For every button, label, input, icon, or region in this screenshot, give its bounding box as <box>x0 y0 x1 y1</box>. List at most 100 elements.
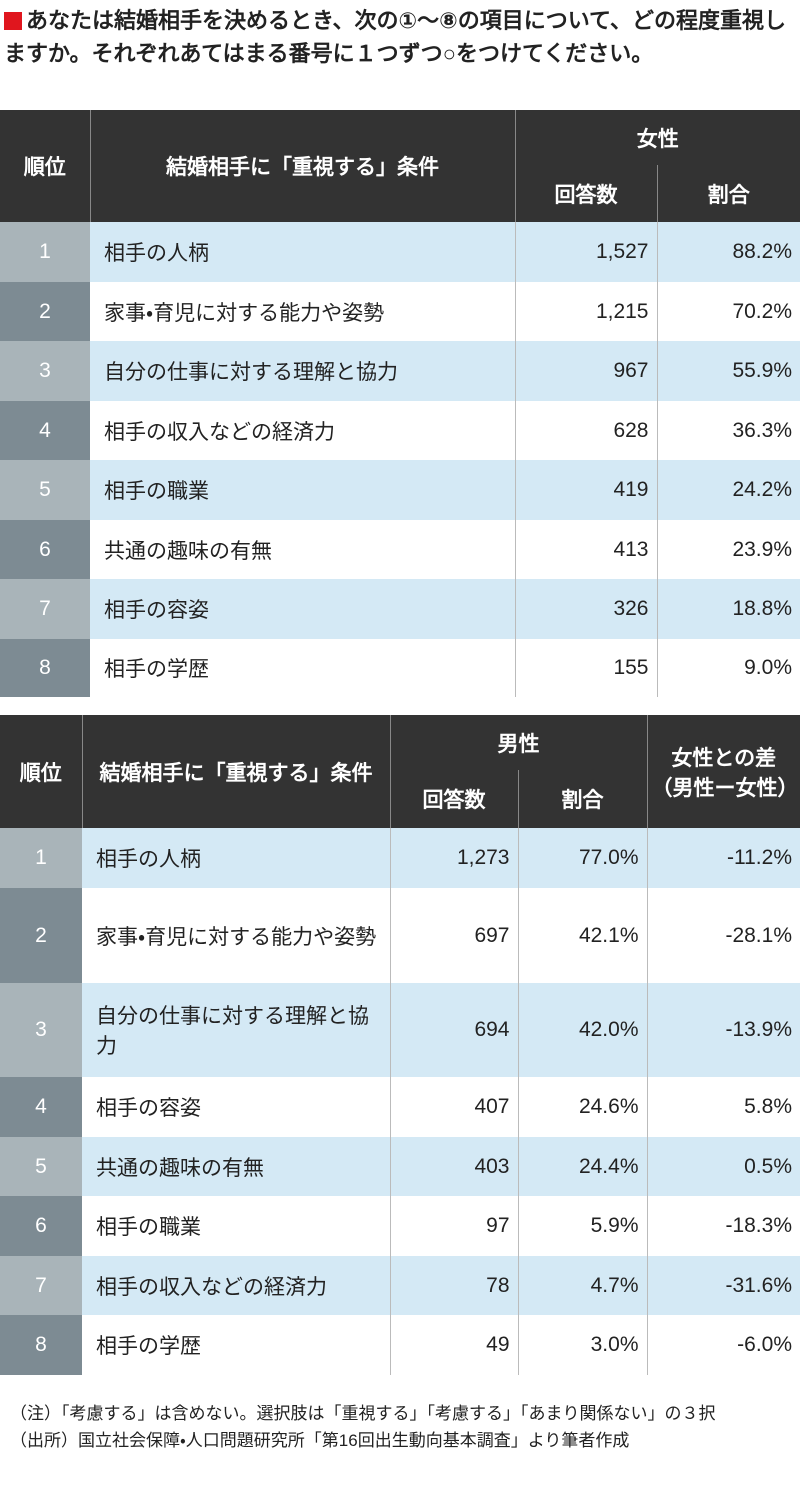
cell-condition: 相手の学歴 <box>90 639 515 697</box>
table-row: 6 共通の趣味の有無 413 23.9% <box>0 520 800 579</box>
table-row: 1 相手の人柄 1,273 77.0% -11.2% <box>0 828 800 888</box>
cell-rank: 5 <box>0 1137 82 1196</box>
title-block: あなたは結婚相手を決めるとき、次の①～⑧の項目について、どの程度重視しますか。そ… <box>4 4 794 70</box>
cell-condition: 自分の仕事に対する理解と協力 <box>82 983 390 1077</box>
table-row: 8 相手の学歴 49 3.0% -6.0% <box>0 1315 800 1375</box>
cell-count: 694 <box>389 983 518 1077</box>
cell-ratio: 77.0% <box>517 828 647 888</box>
cell-ratio: 24.6% <box>517 1077 647 1137</box>
cell-rank: 8 <box>0 1315 82 1375</box>
cell-count: 326 <box>514 579 657 639</box>
cell-diff: -28.1% <box>646 888 800 983</box>
table-row: 2 家事・育児に対する能力や姿勢 697 42.1% -28.1% <box>0 888 800 983</box>
table-row: 4 相手の収入などの経済力 628 36.3% <box>0 401 800 460</box>
cell-condition: 相手の人柄 <box>90 222 515 282</box>
table-body: 1 相手の人柄 1,273 77.0% -11.2% 2 家事・育児に対する能力や姿勢 697… <box>0 828 800 1375</box>
th-group: 女性 <box>514 110 800 165</box>
cell-rank: 1 <box>0 828 82 888</box>
cell-ratio: 42.1% <box>517 888 647 983</box>
cell-rank: 7 <box>0 1256 82 1315</box>
cell-condition: 相手の収入などの経済力 <box>82 1256 390 1315</box>
cell-condition: 家事・育児に対する能力や姿勢 <box>90 282 515 341</box>
table-row: 5 共通の趣味の有無 403 24.4% 0.5% <box>0 1137 800 1196</box>
cell-condition: 相手の職業 <box>90 460 515 520</box>
th-diff: 女性との差（男性ー女性） <box>646 715 800 828</box>
cell-ratio: 24.4% <box>517 1137 647 1196</box>
cell-diff: 0.5% <box>646 1137 800 1196</box>
cell-condition: 相手の容姿 <box>82 1077 390 1137</box>
cell-rank: 7 <box>0 579 90 639</box>
notes: （注）「考慮する」は含めない。選択肢は「重視する」「考慮する」「あまり関係ない」… <box>10 1400 790 1454</box>
cell-diff: -18.3% <box>646 1196 800 1256</box>
cell-diff: -31.6% <box>646 1256 800 1315</box>
th-condition: 結婚相手に「重視する」条件 <box>89 110 515 222</box>
cell-ratio: 42.0% <box>517 983 647 1077</box>
cell-count: 49 <box>389 1315 518 1375</box>
cell-rank: 4 <box>0 1077 82 1137</box>
cell-count: 1,527 <box>514 222 657 282</box>
cell-ratio: 24.2% <box>656 460 800 520</box>
table-row: 4 相手の容姿 407 24.6% 5.8% <box>0 1077 800 1137</box>
note: （出所）国立社会保障・人口問題研究所「第16回出生動向基本調査」より筆者作成 <box>10 1431 630 1450</box>
table-row: 3 自分の仕事に対する理解と協力 967 55.9% <box>0 341 800 401</box>
cell-count: 97 <box>389 1196 518 1256</box>
cell-count: 697 <box>389 888 518 983</box>
cell-diff: 5.8% <box>646 1077 800 1137</box>
cell-rank: 2 <box>0 282 90 341</box>
table-row: 3 自分の仕事に対する理解と協力 694 42.0% -13.9% <box>0 983 800 1077</box>
cell-count: 967 <box>514 341 657 401</box>
cell-condition: 相手の学歴 <box>82 1315 390 1375</box>
cell-count: 155 <box>514 639 657 697</box>
cell-ratio: 88.2% <box>656 222 800 282</box>
cell-rank: 2 <box>0 888 82 983</box>
cell-rank: 8 <box>0 639 90 697</box>
cell-condition: 相手の収入などの経済力 <box>90 401 515 460</box>
cell-condition: 共通の趣味の有無 <box>90 520 515 579</box>
cell-ratio: 18.8% <box>656 579 800 639</box>
table-male: 順位 結婚相手に「重視する」条件 男性 女性との差（男性ー女性） 回答数 割合 1 相手の… <box>0 715 800 1375</box>
cell-ratio: 9.0% <box>656 639 800 697</box>
cell-ratio: 36.3% <box>656 401 800 460</box>
cell-rank: 6 <box>0 520 90 579</box>
cell-rank: 3 <box>0 341 90 401</box>
th-count: 回答数 <box>514 165 657 222</box>
cell-rank: 1 <box>0 222 90 282</box>
cell-ratio: 5.9% <box>517 1196 647 1256</box>
cell-count: 407 <box>389 1077 518 1137</box>
table-row: 6 相手の職業 97 5.9% -18.3% <box>0 1196 800 1256</box>
red-square <box>4 12 22 30</box>
table-row: 7 相手の収入などの経済力 78 4.7% -31.6% <box>0 1256 800 1315</box>
th-rank: 順位 <box>0 715 82 828</box>
table-row: 8 相手の学歴 155 9.0% <box>0 639 800 697</box>
cell-condition: 相手の職業 <box>82 1196 390 1256</box>
cell-diff: -13.9% <box>646 983 800 1077</box>
cell-count: 628 <box>514 401 657 460</box>
table-row: 7 相手の容姿 326 18.8% <box>0 579 800 639</box>
table-body: 1 相手の人柄 1,527 88.2% 2 家事・育児に対する能力や姿勢 1,215 70.2… <box>0 222 800 697</box>
table-row: 1 相手の人柄 1,527 88.2% <box>0 222 800 282</box>
cell-ratio: 23.9% <box>656 520 800 579</box>
table-female: 順位 結婚相手に「重視する」条件 女性 回答数 割合 1 相手の人柄 1,527 88.2%… <box>0 110 800 697</box>
cell-count: 1,215 <box>514 282 657 341</box>
cell-ratio: 3.0% <box>517 1315 647 1375</box>
th-ratio: 割合 <box>656 165 800 222</box>
cell-condition: 相手の容姿 <box>90 579 515 639</box>
th-count: 回答数 <box>389 770 518 828</box>
cell-rank: 6 <box>0 1196 82 1256</box>
cell-ratio: 4.7% <box>517 1256 647 1315</box>
cell-rank: 4 <box>0 401 90 460</box>
cell-count: 419 <box>514 460 657 520</box>
cell-diff: -11.2% <box>646 828 800 888</box>
cell-count: 413 <box>514 520 657 579</box>
cell-ratio: 70.2% <box>656 282 800 341</box>
th-ratio: 割合 <box>517 770 647 828</box>
th-group: 男性 <box>389 715 647 770</box>
cell-diff: -6.0% <box>646 1315 800 1375</box>
title: あなたは結婚相手を決めるとき、次の①～⑧の項目について、どの程度重視しますか。そ… <box>4 8 786 66</box>
cell-rank: 3 <box>0 983 82 1077</box>
th-condition: 結婚相手に「重視する」条件 <box>81 715 390 828</box>
cell-condition: 家事・育児に対する能力や姿勢 <box>82 888 390 983</box>
cell-count: 78 <box>389 1256 518 1315</box>
table-row: 5 相手の職業 419 24.2% <box>0 460 800 520</box>
